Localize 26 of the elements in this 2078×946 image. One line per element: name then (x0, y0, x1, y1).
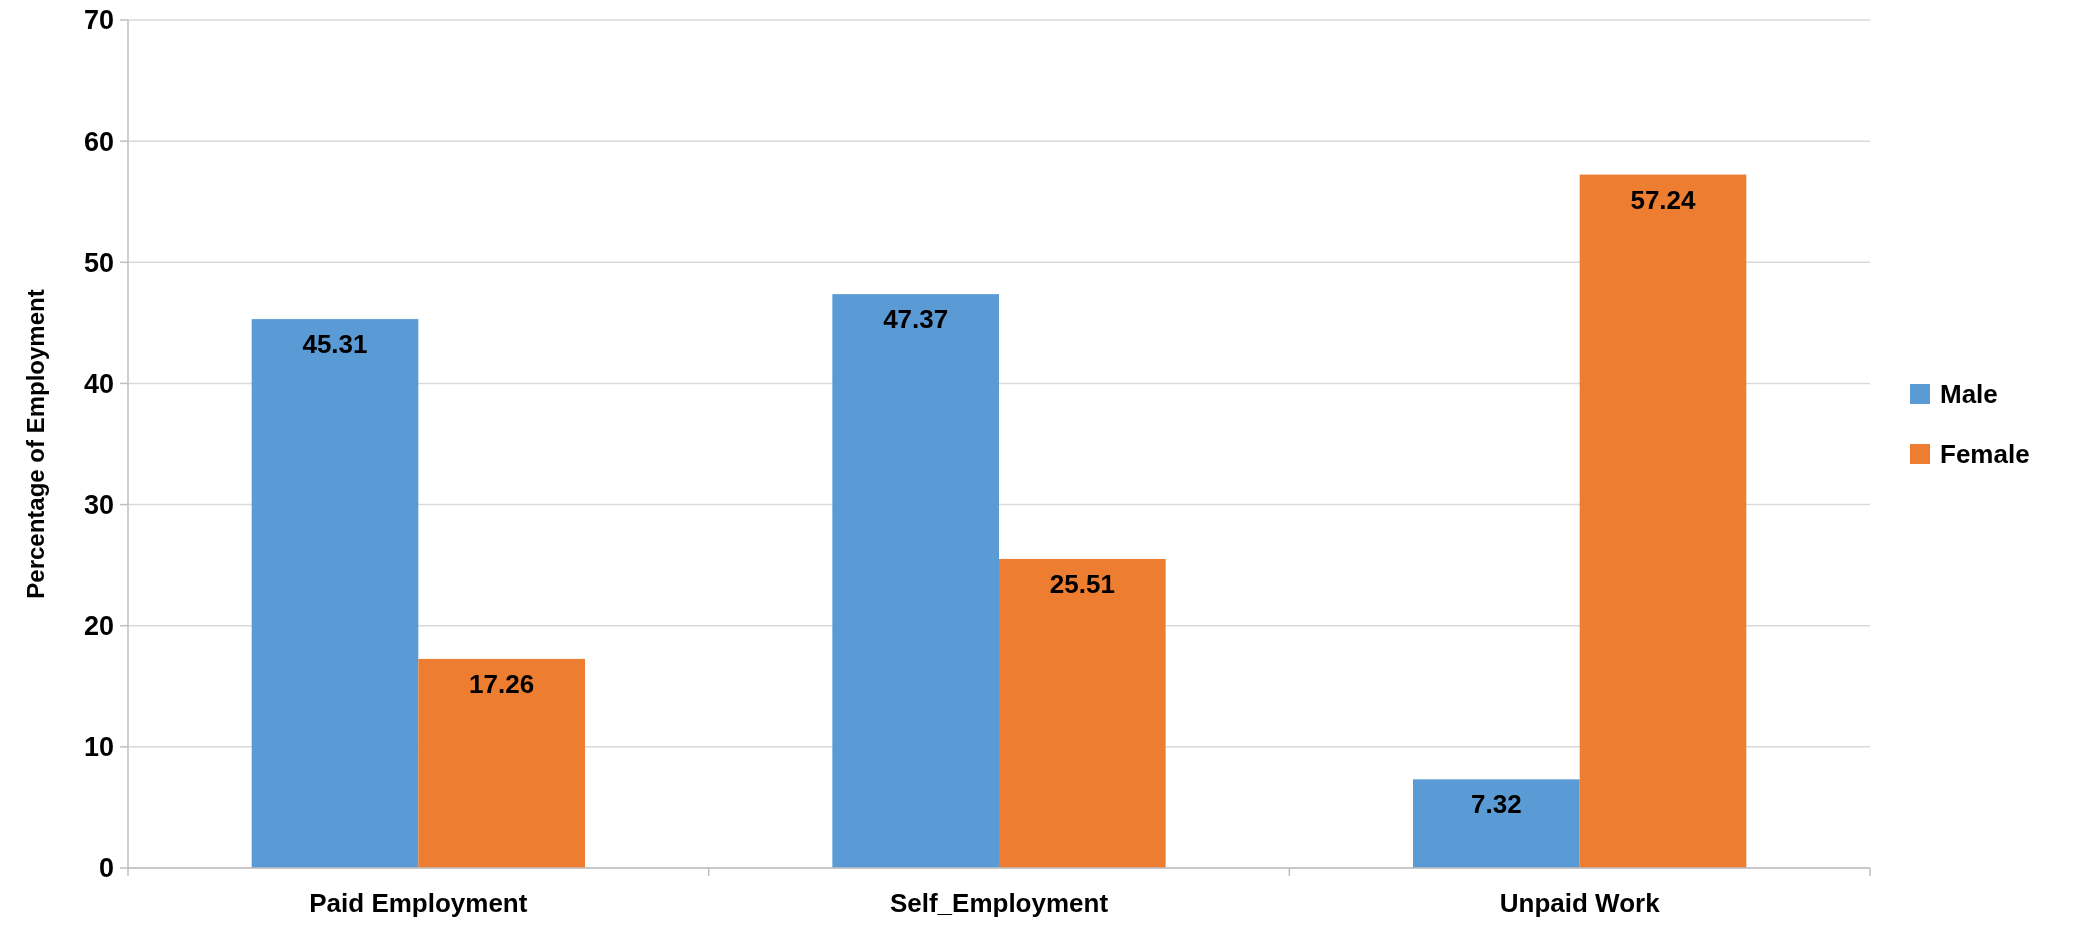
bar (999, 558, 1166, 868)
y-tick-label: 10 (83, 732, 114, 763)
data-label: 57.24 (1630, 184, 1697, 215)
y-tick-label: 20 (83, 611, 114, 642)
y-tick-label: 0 (98, 853, 114, 884)
x-tick-label: Self_Employment (889, 888, 1109, 918)
data-label: 17.26 (469, 668, 535, 699)
data-label: 45.31 (302, 329, 368, 360)
data-label: 47.37 (883, 304, 949, 335)
x-tick-label: Paid Employment (309, 888, 528, 918)
y-tick-label: 30 (83, 490, 114, 521)
y-tick-label: 50 (83, 247, 114, 278)
legend-label: Female (1940, 439, 2030, 470)
y-tick-label: 60 (83, 126, 114, 157)
data-label: 7.32 (1471, 789, 1522, 820)
bar (832, 294, 999, 868)
legend-label: Male (1940, 379, 1998, 410)
bar (418, 658, 585, 868)
y-tick-label: 70 (83, 5, 114, 36)
bar (1579, 174, 1747, 868)
bar (251, 319, 419, 868)
x-tick-label: Unpaid Work (1499, 888, 1661, 918)
y-axis-title: Percentage of Employment (22, 289, 49, 599)
bar (1413, 779, 1580, 868)
y-tick-label: 40 (83, 368, 114, 399)
data-label: 25.51 (1049, 568, 1115, 599)
